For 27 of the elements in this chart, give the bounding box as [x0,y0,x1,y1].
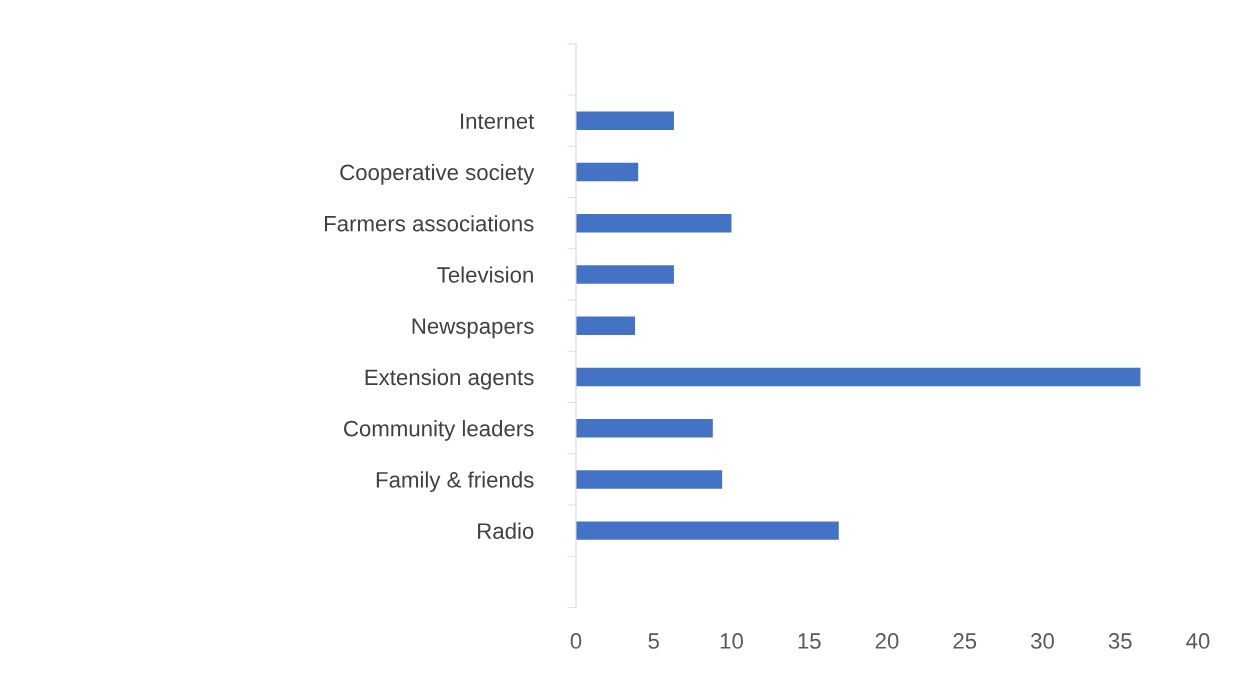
bar [575,470,723,489]
y-tick-label: Family & friends [376,471,534,493]
x-tick-label: 40 [1186,633,1210,649]
y-tick-label: Extension agents [365,368,534,390]
bar [575,367,1141,387]
y-tick-label: Radio [478,522,534,539]
x-tick-label: 35 [1108,633,1132,649]
y-tick-label: Cooperative society [340,163,535,185]
x-tick-label: 0 [570,633,582,649]
bar [575,521,839,540]
y-tick-label: Television [437,266,533,283]
x-tick-label: 5 [648,633,659,649]
bar [575,213,732,233]
y-tick-label: Newspapers [412,318,534,339]
bar [575,316,636,335]
bar [575,111,674,130]
bar [575,265,674,284]
bar [575,162,639,182]
y-tick-label: Community leaders [344,420,534,441]
x-tick-label: 30 [1030,633,1054,649]
x-tick-label: 10 [720,633,743,649]
x-tick-label: 15 [798,633,821,649]
bar [575,418,713,438]
x-tick-label: 25 [953,633,977,649]
y-tick-label: Farmers associations [324,215,534,232]
x-tick-label: 20 [875,633,899,649]
y-tick-label: Internet [461,113,535,129]
